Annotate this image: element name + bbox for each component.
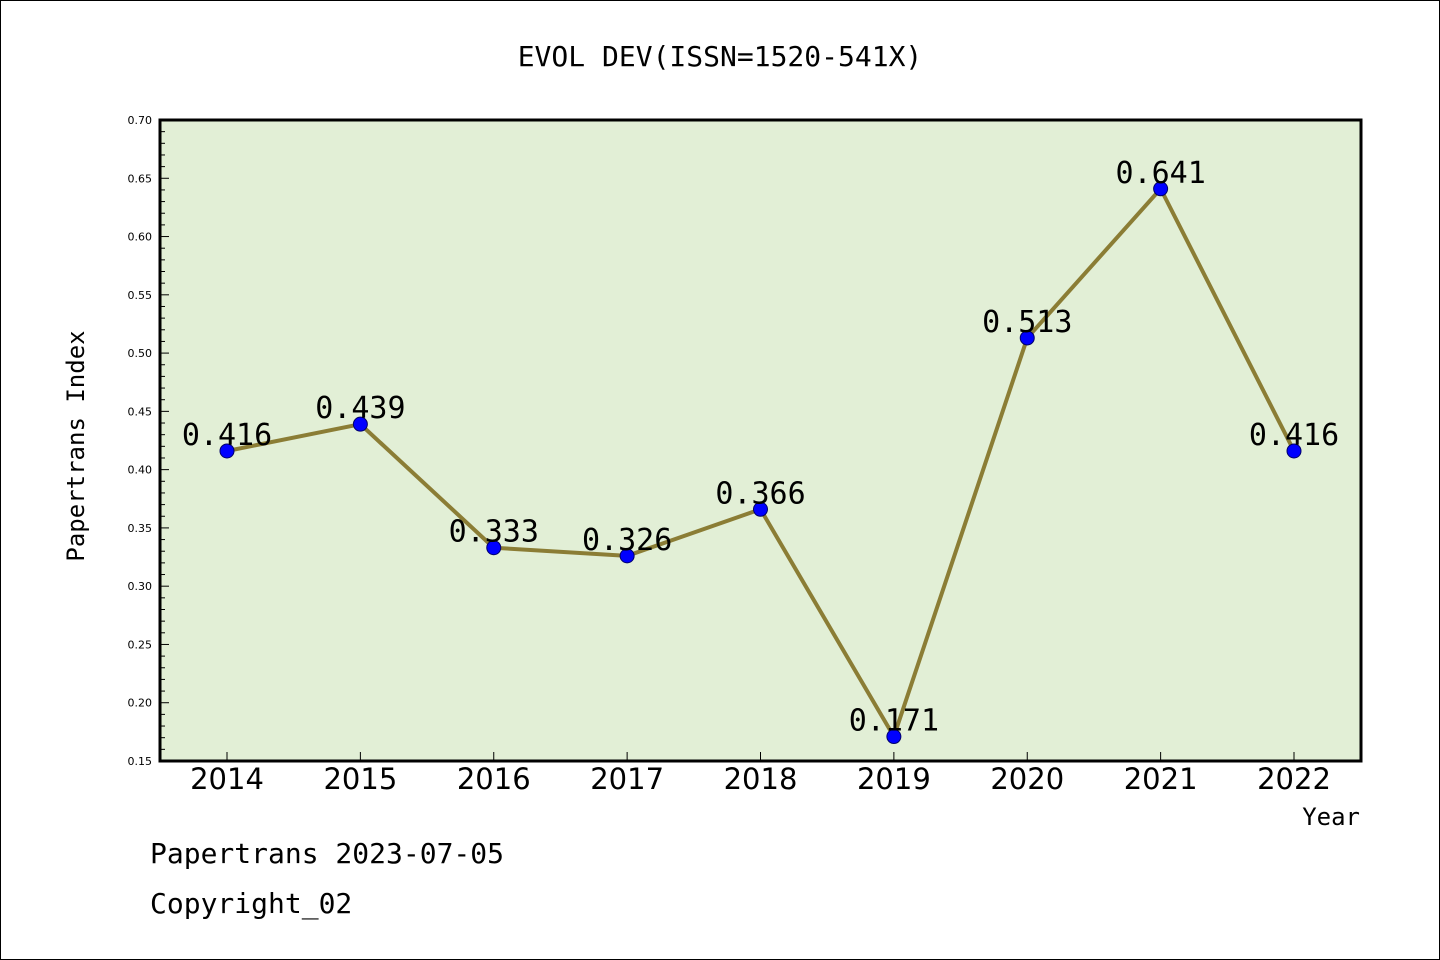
y-axis-ticks: 0.15 0.20 0.25 0.30 0.35 0.40 0.45 0.50 0.55 0.60…: [128, 114, 169, 768]
data-point-marker: [1019, 330, 1035, 346]
x-tick-label: 2015: [323, 762, 397, 796]
y-tick-label: 0.65: [128, 172, 153, 185]
data-point-marker: [886, 729, 902, 745]
x-tick-label: 2019: [857, 762, 931, 796]
data-point-marker: [486, 540, 502, 556]
chart-title: EVOL DEV(ISSN=1520-541X): [518, 40, 923, 73]
data-point-marker: [352, 416, 368, 432]
data-label: 0.641: [1115, 156, 1205, 191]
data-label: 0.416: [182, 418, 272, 453]
y-tick-label: 0.20: [128, 697, 153, 710]
data-label: 0.513: [982, 305, 1072, 340]
data-point-marker: [753, 501, 768, 517]
y-tick-label: 0.60: [128, 231, 153, 244]
plot-area: [158, 118, 1363, 763]
y-tick-label: 0.35: [128, 522, 153, 535]
x-tick-label: 2018: [724, 762, 798, 796]
data-point-marker: [1286, 443, 1302, 459]
data-labels-group: 0.416 0.439 0.333 0.326 0.366 0.171 0.513 0.641…: [182, 156, 1339, 739]
y-tick-label: 0.15: [128, 755, 153, 768]
y-tick-label: 0.55: [128, 289, 153, 302]
y-tick-label: 0.70: [128, 114, 153, 127]
data-point-marker: [1153, 181, 1169, 197]
x-tick-label: 2016: [457, 762, 531, 796]
data-label: 0.333: [449, 515, 539, 550]
data-point-marker: [619, 548, 635, 564]
data-label: 0.171: [849, 704, 939, 739]
data-point-marker: [219, 443, 235, 459]
y-tick-label: 0.25: [128, 638, 153, 651]
data-label: 0.366: [715, 476, 805, 511]
data-label: 0.416: [1249, 418, 1339, 453]
x-axis-ticks: 2014 2015 2016 2017 2018 2019 2020 2021 2022: [190, 752, 1331, 796]
x-axis-label: Year: [1302, 803, 1360, 831]
y-tick-label: 0.45: [128, 405, 153, 418]
y-axis-label: Papertrans Index: [62, 330, 90, 561]
footer-copyright: Copyright_02: [150, 887, 352, 921]
x-tick-label: 2014: [190, 762, 264, 796]
x-tick-label: 2022: [1257, 762, 1331, 796]
footer-date-line: Papertrans 2023-07-05: [150, 837, 504, 870]
y-tick-label: 0.40: [128, 464, 153, 477]
data-label: 0.326: [582, 523, 672, 558]
y-tick-label: 0.30: [128, 580, 153, 593]
data-label: 0.439: [315, 391, 405, 426]
x-tick-label: 2020: [990, 762, 1064, 796]
x-tick-label: 2017: [590, 762, 664, 796]
x-tick-label: 2021: [1124, 762, 1198, 796]
y-tick-label: 0.50: [128, 347, 153, 360]
markers-group: [219, 181, 1302, 745]
